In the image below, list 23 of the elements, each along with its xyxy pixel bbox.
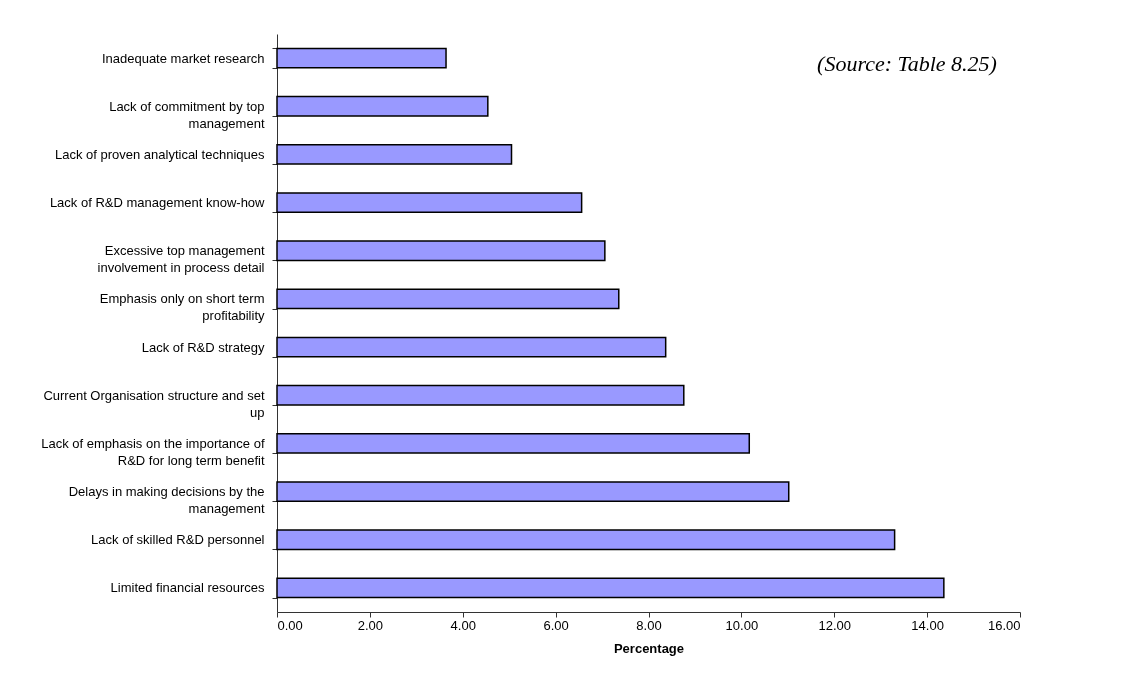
x-tick-label: 2.00 <box>357 617 384 633</box>
x-tick-label: 8.00 <box>636 617 662 633</box>
x-tick-label: 14.00 <box>911 617 944 633</box>
y-tick-label: Lack of commitment by top management <box>109 98 265 131</box>
x-tick-label: 16.00 <box>987 617 1021 633</box>
y-tick-label: Excessive top management involvement in process detail <box>97 243 265 276</box>
y-tick-label: Lack of proven analytical techniques <box>54 146 265 162</box>
y-tick-label: Current Organisation structure and set up <box>43 387 265 420</box>
y-tick-label: Delays in making decisions by the management <box>68 484 265 517</box>
x-tick-label: 12.00 <box>818 617 852 633</box>
y-tick-label: Inadequate market research <box>101 50 265 66</box>
y-tick-label: Lack of R&D strategy <box>141 339 265 355</box>
y-tick-label: Limited financial resources <box>110 580 265 596</box>
y-tick-label: Emphasis only on short term profitability <box>99 291 265 324</box>
y-tick-label: Lack of emphasis on the importance of R&D for long term benefit <box>41 435 265 468</box>
x-tick-label: 4.00 <box>450 617 476 633</box>
x-axis-title: Percentage <box>613 640 685 656</box>
y-tick-label: Lack of skilled R&D personnel <box>91 532 265 548</box>
x-tick-label: 0.00 <box>277 617 303 633</box>
y-tick-label: Lack of R&D management know-how <box>49 195 266 211</box>
x-tick-label: 10.00 <box>725 617 759 633</box>
x-tick-label: 6.00 <box>543 617 569 633</box>
annotation: (Source: Table 8.25) <box>817 51 997 76</box>
